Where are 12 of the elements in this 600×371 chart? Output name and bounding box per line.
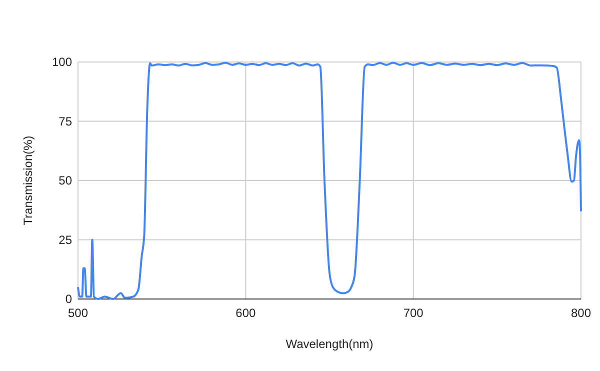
x-tick-label: 500: [68, 306, 88, 320]
y-tick-label: 50: [58, 174, 72, 188]
x-axis-title: Wavelength(nm): [286, 337, 374, 351]
x-tick-label: 700: [403, 306, 424, 320]
x-tick-label: 800: [570, 306, 592, 320]
x-tick-label: 600: [236, 306, 256, 320]
y-tick-label: 25: [58, 232, 72, 247]
y-tick-label: 0: [65, 292, 72, 306]
y-tick-label: 100: [52, 55, 72, 70]
y-tick-label: 75: [58, 114, 72, 128]
line-series: [77, 62, 582, 300]
y-axis-title: Transmission(%): [21, 136, 35, 226]
